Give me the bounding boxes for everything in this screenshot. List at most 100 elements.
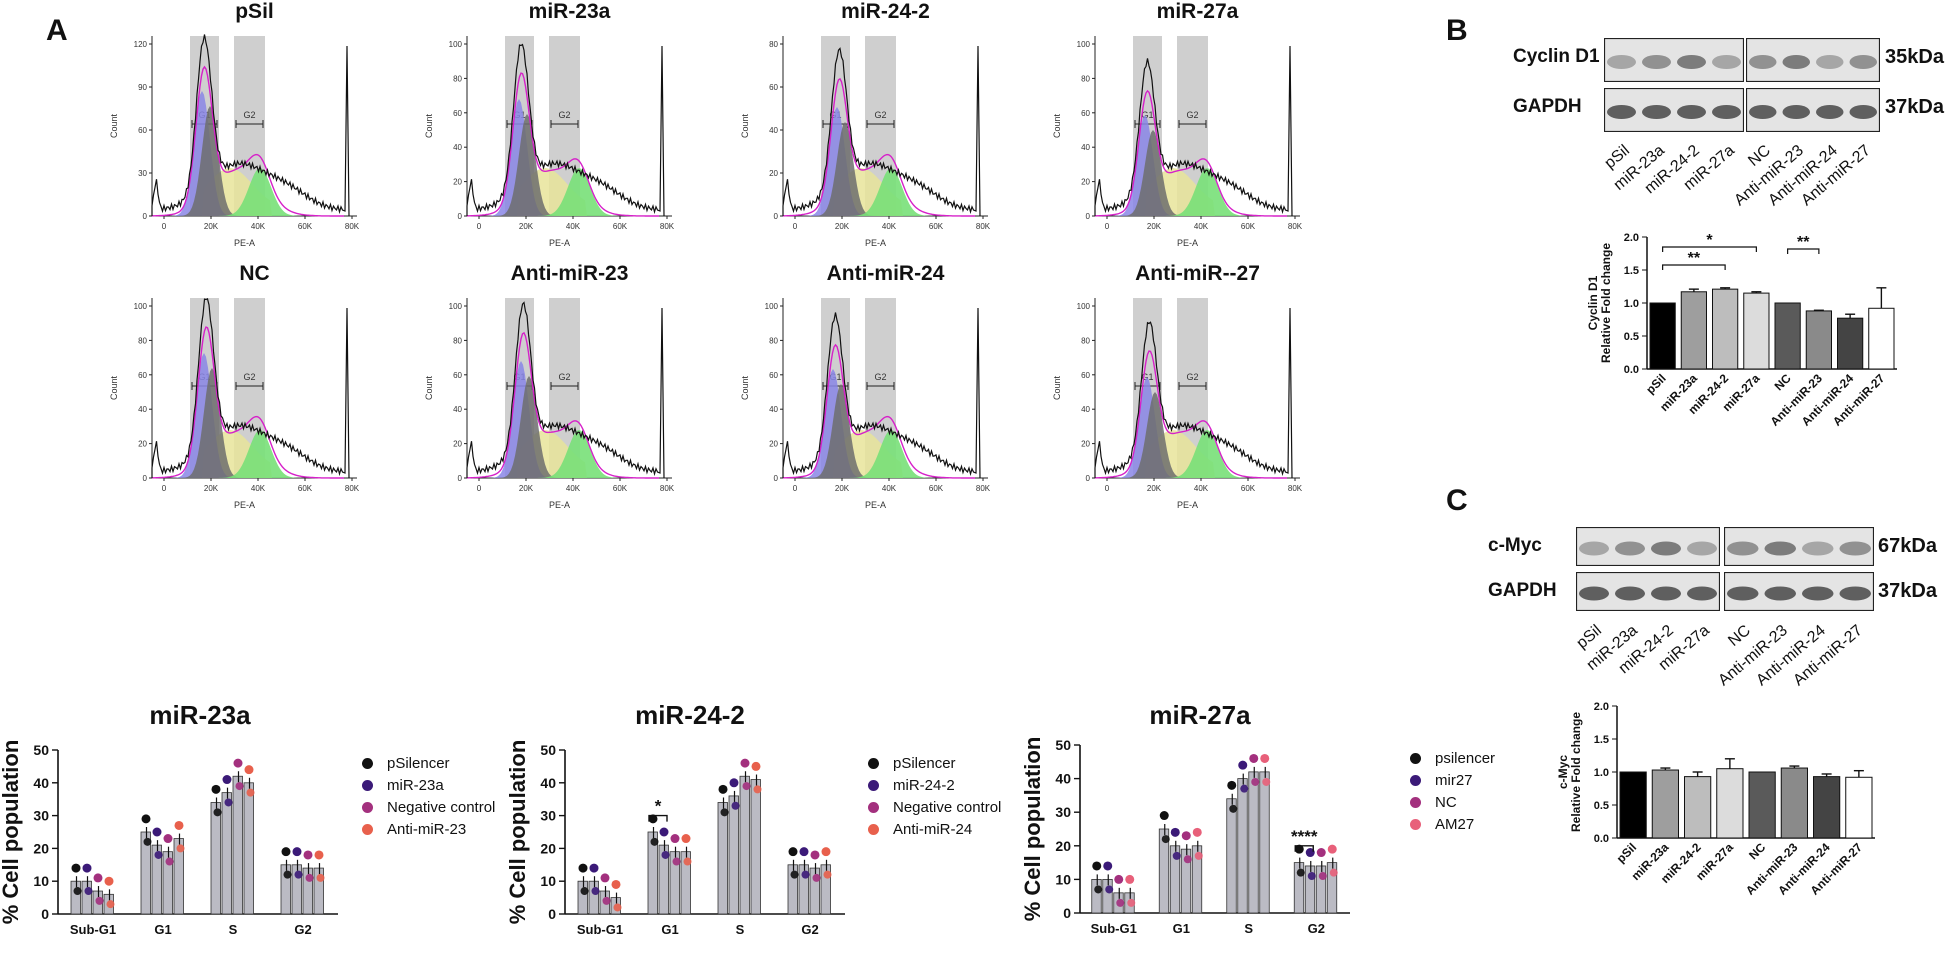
x-tick-label: 80K (1288, 484, 1303, 493)
fit-curve (466, 331, 659, 479)
y-tick-label: 20 (540, 840, 556, 856)
data-point (1296, 868, 1305, 877)
data-point (246, 788, 255, 797)
blot-frame (1604, 38, 1744, 82)
data-point (1327, 844, 1337, 854)
data-point (294, 870, 303, 879)
data-point (600, 873, 610, 883)
histogram-title: miR-23a (528, 0, 611, 23)
bar (291, 864, 302, 915)
y-tick-label: 20 (769, 169, 778, 178)
gate-label: G2 (243, 372, 255, 382)
bar (1813, 776, 1841, 839)
data-point (176, 844, 185, 853)
legend-dot-icon (362, 801, 373, 813)
x-tick-label: 40K (251, 484, 266, 493)
x-tick-label: G1 (154, 922, 171, 937)
legend-item: miR-23a (362, 774, 495, 796)
x-tick-label: G1 (661, 922, 678, 937)
blot-strip (1604, 88, 1744, 132)
bar (798, 864, 809, 915)
blot-band (1687, 541, 1717, 556)
bar (173, 838, 184, 915)
histogram-title: Anti-miR--27 (1135, 262, 1260, 285)
x-tick-label: 80K (345, 484, 360, 493)
legend-item: psilencer (1410, 747, 1495, 769)
data-point (648, 814, 658, 824)
s-phase-fill (467, 430, 660, 478)
y-axis-label: Relative Fold change (1569, 712, 1583, 832)
blot-band (1712, 55, 1741, 69)
blot-size-label: 37kDa (1878, 580, 1937, 602)
fit-curve (151, 326, 344, 479)
histogram-title: Anti-miR-23 (510, 262, 629, 285)
data-point (281, 847, 291, 857)
panel-label-a: A (46, 14, 68, 47)
y-tick-label: 20 (33, 840, 49, 856)
data-point (1249, 753, 1259, 763)
x-tick-label: 60K (1241, 484, 1256, 493)
data-point (71, 863, 81, 873)
gate-label: G2 (1186, 110, 1198, 120)
data-point (578, 863, 588, 873)
data-point (165, 857, 174, 866)
blot-band (1749, 105, 1777, 119)
y-axis-label: Cyclin D1 (1586, 275, 1600, 330)
blot-band (1802, 541, 1834, 556)
bar (728, 795, 739, 915)
fit-curve (782, 343, 975, 479)
x-tick-label: 80K (976, 222, 991, 231)
data-point (729, 778, 739, 788)
blot-band (1607, 105, 1636, 119)
bar-chart-title: miR-27a (1149, 700, 1251, 730)
x-tick-label: NC (1746, 840, 1768, 862)
x-tick-label: 80K (660, 222, 675, 231)
y-tick-label: 40 (540, 775, 556, 791)
data-point (613, 903, 622, 912)
bar (750, 779, 761, 915)
quantification-chart: 0.0 0.5 1.0 1.5 2.0 Cyclin D1 Relative Fold ch… (1586, 232, 1897, 429)
bar (1315, 865, 1327, 914)
g1-gray-fill (1095, 392, 1288, 478)
y-tick-label: 120 (134, 40, 148, 49)
y-tick-label: 40 (453, 143, 462, 152)
data-point (821, 847, 831, 857)
x-tick-label: 20K (519, 484, 534, 493)
y-tick-label: 100 (1077, 40, 1091, 49)
g2-green-fill (152, 430, 345, 478)
data-point (1329, 868, 1338, 877)
g1-gray-fill (152, 368, 345, 478)
x-tick-label: 0 (1105, 484, 1110, 493)
x-tick-label: pSil (1643, 371, 1668, 396)
data-point (683, 857, 692, 866)
histogram-title: Anti-miR-24 (826, 262, 945, 285)
blot-band (1839, 586, 1871, 601)
bar-chart-title: miR-23a (149, 700, 251, 730)
g2-green-fill (783, 168, 976, 216)
y-tick-label: 100 (134, 302, 148, 311)
y-tick-label: 0.5 (1594, 800, 1609, 812)
histogram-title: pSil (235, 0, 274, 23)
x-tick-label: G2 (801, 922, 818, 937)
x-tick-label: G1 (1173, 921, 1190, 936)
y-tick-label: 20 (769, 440, 778, 449)
g1-gray-fill (467, 114, 660, 216)
x-tick-label: 20K (519, 222, 534, 231)
y-tick-label: 0 (1086, 474, 1091, 483)
raw-histogram (782, 45, 981, 217)
gate-label: G1 (1141, 110, 1153, 120)
x-tick-label: G2 (1308, 921, 1325, 936)
significance-bracket (1662, 264, 1726, 270)
bar (1619, 771, 1647, 839)
x-axis-label: PE-A (1177, 500, 1198, 510)
blot-strip (1724, 572, 1874, 611)
data-point (233, 758, 243, 768)
x-tick-label: 40K (882, 222, 897, 231)
x-tick-label: 40K (882, 484, 897, 493)
data-point (1159, 811, 1169, 821)
legend: pSilencer miR-24-2 Negative control Anti-mi… (868, 752, 1001, 840)
fit-curve (782, 77, 975, 217)
bar (313, 867, 324, 915)
